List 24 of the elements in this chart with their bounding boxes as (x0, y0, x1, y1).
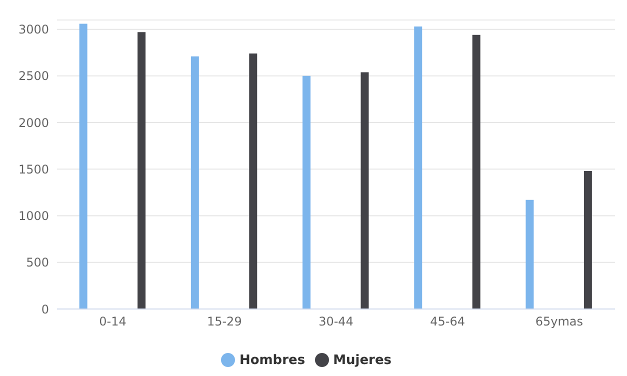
bar (190, 56, 199, 309)
legend-label: Mujeres (333, 353, 392, 368)
x-tick-label: 45-64 (430, 314, 466, 329)
x-tick-label: 30-44 (318, 314, 354, 329)
bar (138, 32, 146, 309)
x-tick-label: 15-29 (206, 314, 242, 329)
bar (584, 171, 592, 309)
bar (414, 26, 422, 309)
y-tick-label: 1000 (18, 209, 49, 224)
y-tick-label: 0 (41, 302, 49, 316)
legend-label: Hombres (239, 353, 306, 368)
bar (79, 24, 88, 309)
y-tick-label: 500 (26, 256, 49, 270)
y-tick-label: 3000 (18, 22, 49, 37)
bar (360, 72, 369, 309)
x-tick-label: 65ymas (535, 314, 584, 329)
bar (302, 76, 311, 309)
bar (526, 200, 534, 309)
y-tick-label: 2000 (18, 116, 49, 130)
bar (472, 34, 480, 309)
bar (249, 54, 258, 309)
y-tick-label: 1500 (18, 162, 49, 176)
y-tick-label: 2500 (18, 69, 49, 84)
x-tick-label: 0-14 (99, 314, 126, 329)
